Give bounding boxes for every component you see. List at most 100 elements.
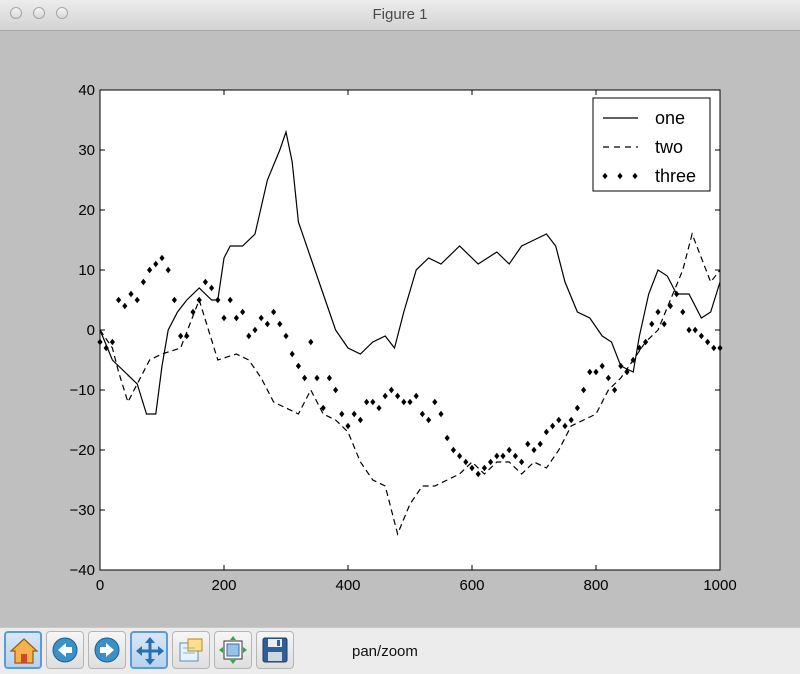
data-point-three <box>382 392 388 400</box>
data-point-three <box>295 362 301 370</box>
data-point-three <box>519 458 525 466</box>
back-button[interactable] <box>46 631 84 669</box>
data-point-three <box>370 398 376 406</box>
y-tick-label: −10 <box>70 382 95 399</box>
data-point-three <box>488 458 494 466</box>
data-point-three <box>103 344 109 352</box>
legend-label: three <box>655 166 696 186</box>
data-point-three <box>525 440 531 448</box>
window-title: Figure 1 <box>372 6 428 23</box>
data-point-three <box>636 344 642 352</box>
zoom-button[interactable] <box>172 631 210 669</box>
data-point-three <box>432 398 438 406</box>
data-point-three <box>165 266 171 274</box>
data-point-three <box>196 296 202 304</box>
move-icon <box>136 637 164 665</box>
save-button[interactable] <box>256 631 294 669</box>
data-point-three <box>649 320 655 328</box>
data-point-three <box>395 392 401 400</box>
data-point-three <box>543 428 549 436</box>
legend <box>592 97 711 192</box>
data-point-three <box>171 296 177 304</box>
data-point-three <box>680 308 686 316</box>
data-point-three <box>215 296 221 304</box>
y-tick-label: −20 <box>70 442 95 459</box>
x-tick-label: 600 <box>459 577 484 594</box>
data-point-three <box>221 314 227 322</box>
navigation-toolbar: pan/zoom <box>0 627 800 674</box>
data-point-three <box>184 332 190 340</box>
data-point-three <box>109 338 115 346</box>
data-point-three <box>500 452 506 460</box>
data-point-three <box>233 314 239 322</box>
home-button[interactable] <box>4 631 42 669</box>
data-point-three <box>506 446 512 454</box>
subplots-icon <box>219 636 247 664</box>
data-point-three <box>661 320 667 328</box>
data-point-three <box>537 440 543 448</box>
floppy-disk-icon <box>262 637 288 663</box>
x-tick-label: 0 <box>96 577 104 594</box>
data-point-three <box>599 362 605 370</box>
data-point-three <box>140 278 146 286</box>
data-point-three <box>364 398 370 406</box>
data-point-three <box>655 308 661 316</box>
data-point-three <box>444 434 450 442</box>
data-point-three <box>612 386 618 394</box>
forward-button[interactable] <box>88 631 126 669</box>
data-point-three <box>407 398 413 406</box>
y-tick-label: 10 <box>78 262 95 279</box>
data-point-three <box>116 296 122 304</box>
subplots-button[interactable] <box>214 631 252 669</box>
arrow-right-icon <box>94 637 120 663</box>
data-point-three <box>134 296 140 304</box>
data-point-three <box>283 332 289 340</box>
figure-canvas[interactable]: 0 200 400 600 800 1000 40 30 20 10 0 −10 −20 −30 −40 on… <box>0 31 800 627</box>
data-point-three <box>178 332 184 340</box>
data-point-three <box>581 386 587 394</box>
data-point-three <box>494 452 500 460</box>
minimize-window-button[interactable] <box>33 7 45 19</box>
y-tick-label: 30 <box>78 142 95 159</box>
data-point-three <box>463 458 469 466</box>
data-point-three <box>209 284 215 292</box>
data-point-three <box>624 368 630 376</box>
data-point-three <box>376 404 382 412</box>
data-point-three <box>711 344 717 352</box>
data-point-three <box>128 290 134 298</box>
data-point-three <box>314 374 320 382</box>
data-point-three <box>469 464 475 472</box>
data-point-three <box>289 350 295 358</box>
data-point-three <box>339 410 345 418</box>
data-point-three <box>426 416 432 424</box>
data-point-three <box>388 386 394 394</box>
data-point-three <box>240 308 246 316</box>
title-bar: Figure 1 <box>0 0 800 31</box>
data-point-three <box>643 338 649 346</box>
line-chart[interactable]: 0 200 400 600 800 1000 40 30 20 10 0 −10 −20 −30 −40 on… <box>0 31 800 627</box>
pan-button[interactable] <box>130 631 168 669</box>
y-tick-label: −40 <box>70 562 95 579</box>
data-point-three <box>351 410 357 418</box>
data-point-three <box>481 464 487 472</box>
data-point-three <box>413 392 419 400</box>
data-point-three <box>587 368 593 376</box>
legend-marker-three <box>617 172 623 180</box>
data-point-three <box>556 416 562 424</box>
data-point-three <box>450 446 456 454</box>
data-point-three <box>147 266 153 274</box>
data-point-three <box>457 452 463 460</box>
data-point-three <box>153 260 159 268</box>
data-point-three <box>122 302 128 310</box>
zoom-window-button[interactable] <box>56 7 68 19</box>
y-tick-label: 0 <box>87 322 95 339</box>
data-point-three <box>531 446 537 454</box>
data-point-three <box>202 278 208 286</box>
legend-marker-three <box>602 172 608 180</box>
data-point-three <box>605 374 611 382</box>
data-point-three <box>512 452 518 460</box>
data-point-three <box>692 326 698 334</box>
data-point-three <box>562 422 568 430</box>
close-window-button[interactable] <box>10 7 22 19</box>
data-point-three <box>302 374 308 382</box>
